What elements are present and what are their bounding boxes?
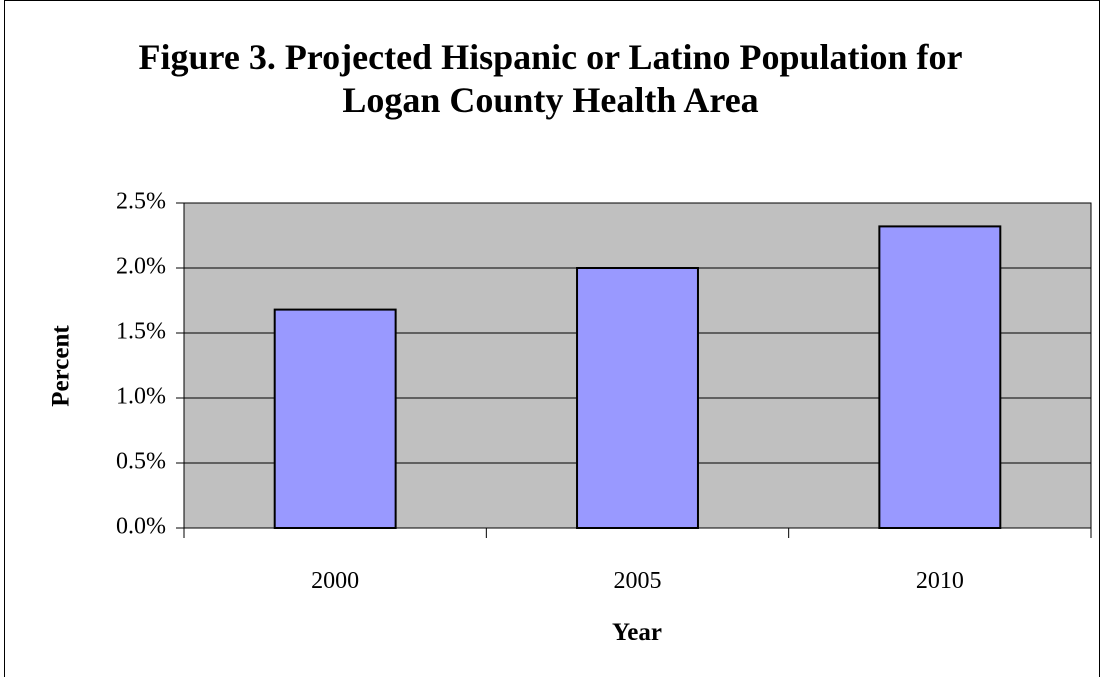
x-tick-label-2005: 2005 (614, 568, 662, 594)
chart-title-line-2: Logan County Health Area (342, 80, 759, 121)
bar-2005 (576, 267, 699, 529)
y-tick-label: 2.0% (116, 254, 166, 280)
y-tick-labels: 0.0% 0.5% 1.0% 1.5% 2.0% 2.5% (116, 189, 166, 540)
bar-2010 (878, 225, 1002, 529)
y-axis-title: Percent (48, 325, 75, 407)
chart-frame (4, 0, 1100, 677)
axes (176, 202, 1092, 538)
x-axis-title: Year (612, 619, 662, 646)
chart-title-line-1: Figure 3. Projected Hispanic or Latino P… (138, 37, 963, 77)
x-tick-label-2000: 2000 (311, 568, 359, 594)
x-tick-labels: 2000 2005 2010 (311, 568, 964, 594)
x-tick-label-2010: 2010 (916, 568, 964, 594)
y-tick-label: 0.5% (116, 449, 166, 475)
y-tick-label: 0.0% (116, 514, 166, 540)
bars (273, 225, 1002, 529)
bar-2000 (273, 308, 397, 529)
y-tick-label: 1.0% (116, 384, 166, 410)
y-tick-label: 2.5% (116, 189, 166, 215)
chart-title: Figure 3. Projected Hispanic or Latino P… (0, 36, 1101, 122)
y-tick-label: 1.5% (116, 319, 166, 345)
